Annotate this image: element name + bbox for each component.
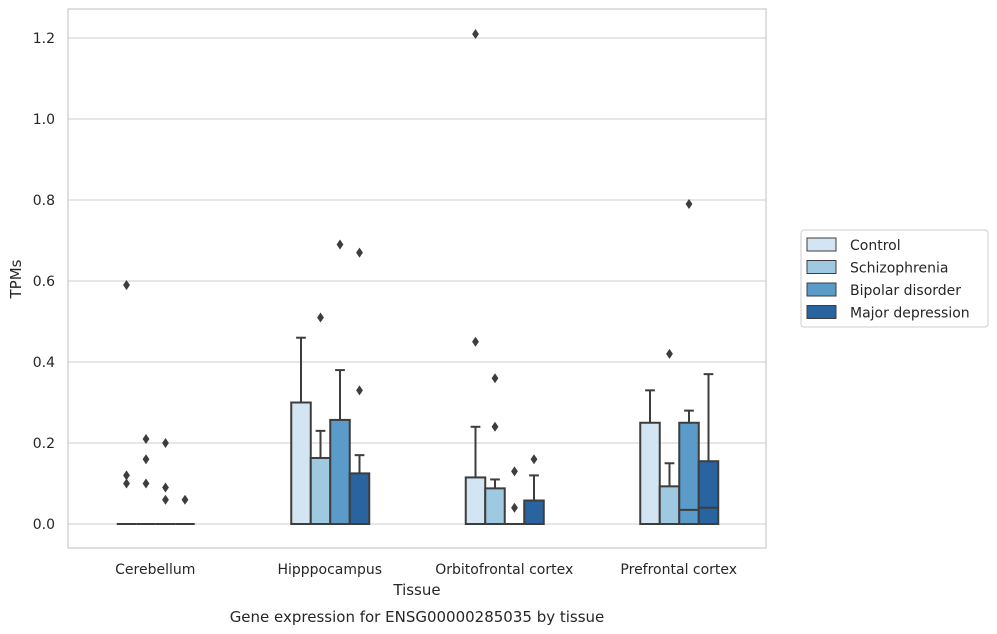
outlier-point — [666, 348, 673, 359]
box-body — [309, 456, 332, 525]
outlier-point — [123, 470, 130, 481]
outlier-point — [123, 478, 130, 489]
legend: Control Schizophrenia Bipolar disorder Majo… — [800, 229, 989, 328]
outlier-point — [142, 433, 150, 444]
box-body — [639, 421, 661, 525]
box-body — [484, 487, 506, 525]
box-schizophrenia — [309, 312, 332, 525]
box-control — [116, 280, 137, 525]
x-tick-label: Hipppocampus — [277, 562, 382, 578]
box-body — [464, 476, 487, 525]
outlier-point — [142, 454, 150, 465]
outlier-point — [336, 239, 344, 250]
y-axis-label: TPMs — [7, 259, 25, 299]
box-major-depression — [175, 494, 195, 525]
legend-swatch — [806, 282, 837, 297]
box-major-depression — [523, 454, 545, 526]
outlier-point — [162, 438, 169, 448]
box-control — [639, 389, 661, 525]
y-tick-label: 1.0 — [33, 112, 55, 128]
plot-frame — [67, 8, 767, 549]
outlier-point — [472, 28, 479, 39]
box-body — [329, 418, 351, 526]
legend-frame — [800, 229, 989, 328]
x-axis-ticks: Cerebellum Hipppocampus Orbitofrontal cort… — [115, 562, 737, 578]
legend-swatch — [806, 305, 837, 319]
outlier-point — [685, 199, 693, 210]
legend-label: Schizophrenia — [850, 261, 948, 277]
y-tick-label: 0.4 — [33, 355, 55, 371]
outlier-point — [356, 385, 363, 396]
box-body — [523, 499, 545, 526]
box-schizophrenia — [658, 348, 681, 525]
y-tick-label: 0.8 — [33, 193, 55, 209]
outlier-point — [162, 494, 169, 505]
box-bipolar-disorder — [329, 239, 351, 526]
x-axis-label: Tissue — [392, 581, 440, 599]
box-bipolar-disorder — [155, 438, 176, 525]
legend-label: Bipolar disorder — [850, 283, 961, 299]
y-axis-ticks: 0.0 0.2 0.4 0.6 0.8 1.0 1.2 — [33, 31, 55, 533]
outlier-point — [511, 502, 518, 513]
plot-marks — [116, 28, 720, 526]
outlier-point — [317, 312, 324, 323]
box-body — [290, 401, 312, 525]
outlier-point — [511, 466, 518, 477]
box-schizophrenia — [484, 373, 506, 525]
x-tick-label: Cerebellum — [115, 562, 195, 578]
box-schizophrenia — [136, 433, 156, 525]
outlier-point — [181, 494, 189, 505]
outlier-point — [142, 478, 150, 489]
box-control — [464, 28, 487, 525]
chart-caption: Gene expression for ENSG00000285035 by t… — [230, 608, 605, 626]
legend-label: Major depression — [850, 306, 970, 322]
outlier-point — [491, 421, 499, 432]
y-tick-label: 0.2 — [33, 436, 55, 452]
box-bipolar-disorder — [678, 199, 700, 525]
legend-label: Control — [850, 238, 901, 254]
box-bipolar-disorder — [504, 466, 525, 525]
y-tick-label: 0.0 — [33, 517, 55, 533]
outlier-point — [162, 482, 169, 493]
box-body — [348, 472, 371, 525]
box-body — [697, 460, 720, 526]
outlier-point — [530, 454, 538, 465]
outlier-point — [123, 280, 130, 291]
box-body — [658, 485, 681, 525]
y-gridlines — [68, 37, 766, 525]
box-major-depression — [348, 247, 371, 525]
y-tick-label: 1.2 — [33, 31, 55, 47]
y-tick-label: 0.6 — [33, 274, 55, 290]
box-body — [678, 421, 700, 525]
outlier-point — [491, 373, 499, 384]
legend-swatch — [806, 260, 837, 274]
x-tick-label: Orbitofrontal cortex — [435, 562, 573, 578]
x-tick-label: Prefrontal cortex — [620, 562, 737, 578]
outlier-point — [356, 247, 363, 258]
box-control — [290, 336, 312, 525]
outlier-point — [472, 336, 479, 347]
legend-swatch — [806, 237, 837, 252]
box-major-depression — [697, 373, 720, 526]
